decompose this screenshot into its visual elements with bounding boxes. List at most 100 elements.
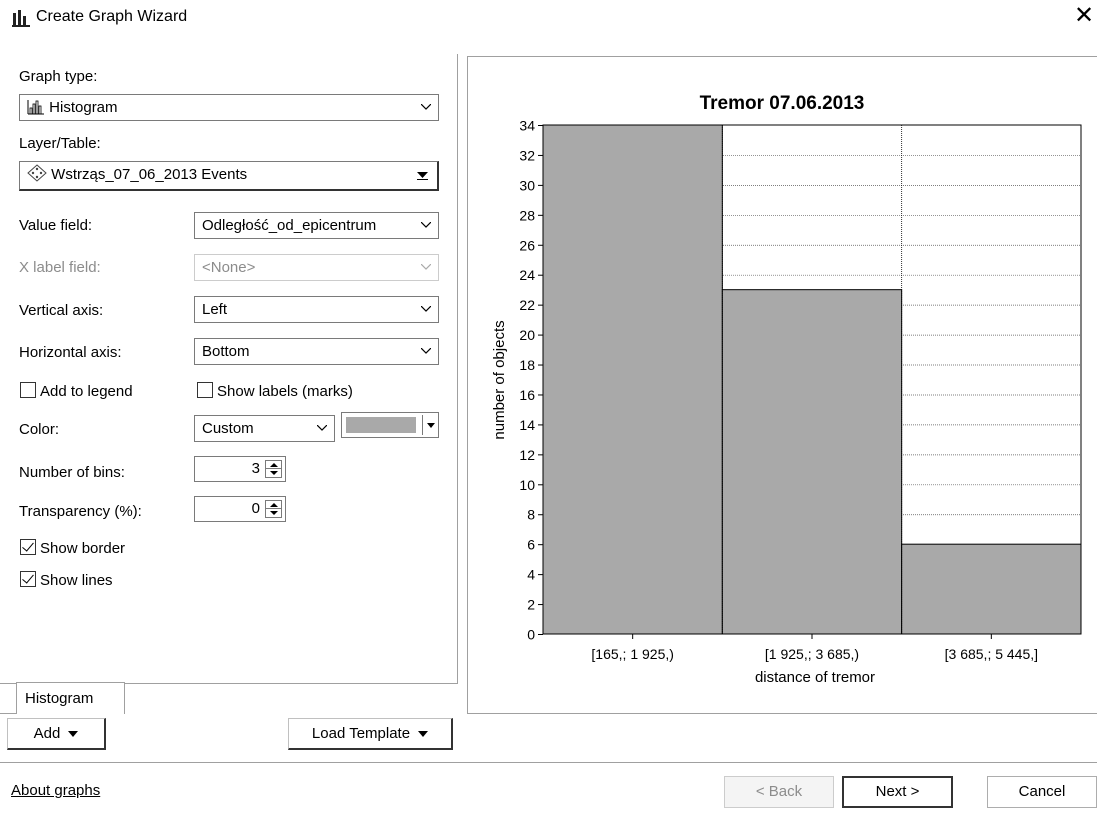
histogram-icon	[27, 100, 44, 115]
x-label-field-value: <None>	[202, 259, 256, 276]
add-button-label: Add	[33, 725, 61, 742]
y-tick-label: 24	[519, 267, 535, 283]
caret-down-icon	[418, 731, 429, 738]
bins-spin-buttons[interactable]	[265, 460, 282, 478]
x-tick-label: [165,; 1 925,)	[591, 646, 674, 662]
transparency-label: Transparency (%):	[19, 503, 142, 520]
histogram-chart: Tremor 07.06.2013 0246810121416182022242…	[491, 93, 1082, 686]
about-graphs-link[interactable]: About graphs	[11, 782, 101, 799]
bins-value: 3	[251, 460, 260, 477]
back-button[interactable]: < Back	[724, 776, 834, 808]
y-tick-label: 4	[527, 567, 535, 583]
show-labels-box[interactable]	[197, 382, 213, 398]
y-tick-label: 30	[519, 177, 535, 193]
value-field-label: Value field:	[19, 217, 93, 234]
y-tick-label: 2	[527, 597, 535, 613]
caret-down-icon	[417, 172, 428, 180]
color-mode-value: Custom	[202, 420, 254, 437]
transparency-spin-buttons[interactable]	[265, 500, 282, 518]
x-axis-label: distance of tremor	[755, 669, 875, 686]
caret-down-icon	[427, 423, 435, 428]
point-layer-icon	[27, 164, 47, 182]
show-lines-label: Show lines	[40, 572, 113, 589]
show-labels-label: Show labels (marks)	[217, 383, 353, 400]
y-tick-label: 20	[519, 327, 535, 343]
spin-down-icon[interactable]	[266, 509, 281, 517]
graph-type-label: Graph type:	[19, 68, 98, 85]
tab-histogram[interactable]: Histogram	[16, 682, 125, 714]
transparency-value: 0	[251, 500, 260, 517]
y-tick-label: 26	[519, 237, 535, 253]
show-lines-box[interactable]	[20, 571, 36, 587]
add-to-legend-checkbox[interactable]: Add to legend	[20, 382, 133, 400]
color-swatch	[346, 417, 416, 433]
graph-wizard-icon	[12, 10, 30, 27]
title-bar: Create Graph Wizard ✕	[0, 0, 1097, 38]
load-template-label: Load Template	[311, 725, 411, 742]
show-lines-checkbox[interactable]: Show lines	[20, 571, 113, 589]
horizontal-axis-label: Horizontal axis:	[19, 344, 122, 361]
x-tick-label: [1 925,; 3 685,)	[765, 646, 859, 662]
layer-table-label: Layer/Table:	[19, 135, 101, 152]
vertical-axis-select[interactable]: Left	[194, 296, 439, 323]
horizontal-axis-select[interactable]: Bottom	[194, 338, 439, 365]
footer-separator	[0, 762, 1097, 763]
x-label-field-select: <None>	[194, 254, 439, 281]
close-icon[interactable]: ✕	[1074, 2, 1095, 29]
y-tick-label: 0	[527, 627, 535, 643]
value-field-select[interactable]: Odległość_od_epicentrum	[194, 212, 439, 239]
load-template-button[interactable]: Load Template	[288, 718, 453, 750]
y-tick-label: 16	[519, 387, 535, 403]
show-border-checkbox[interactable]: Show border	[20, 539, 125, 557]
color-picker[interactable]	[341, 412, 439, 438]
show-border-label: Show border	[40, 540, 126, 557]
histogram-bar	[542, 124, 723, 635]
y-tick-label: 28	[519, 207, 535, 223]
next-button[interactable]: Next >	[842, 776, 953, 808]
chevron-down-icon	[421, 306, 431, 312]
spin-down-icon[interactable]	[266, 469, 281, 477]
chevron-down-icon	[421, 264, 431, 270]
layer-table-value: Wstrząs_07_06_2013 Events	[51, 166, 248, 183]
y-tick-label: 14	[519, 417, 535, 433]
show-labels-checkbox[interactable]: Show labels (marks)	[197, 382, 353, 400]
graph-type-select[interactable]: Histogram	[19, 94, 439, 121]
chevron-down-icon	[317, 425, 327, 431]
y-tick-label: 18	[519, 357, 535, 373]
tab-baseline	[0, 713, 16, 714]
chart-preview: Tremor 07.06.2013 0 2 4 6 8 10 12 14 16 18 20 22 24 2…	[467, 56, 1097, 714]
color-mode-select[interactable]: Custom	[194, 415, 335, 442]
add-to-legend-label: Add to legend	[40, 383, 133, 400]
layer-table-select[interactable]: Wstrząs_07_06_2013 Events	[19, 161, 439, 191]
y-tick-label: 22	[519, 297, 535, 313]
y-tick-label: 6	[527, 537, 535, 553]
graph-type-value: Histogram	[49, 99, 118, 116]
add-button[interactable]: Add	[7, 718, 106, 750]
chevron-down-icon	[421, 222, 431, 228]
y-tick-label: 34	[519, 118, 535, 134]
settings-panel	[0, 54, 458, 684]
chevron-down-icon	[421, 348, 431, 354]
y-tick-label: 12	[519, 447, 535, 463]
value-field-value: Odległość_od_epicentrum	[202, 217, 377, 234]
chart-title: Tremor 07.06.2013	[700, 93, 865, 114]
window-title: Create Graph Wizard	[36, 8, 188, 25]
x-label-field-label: X label field:	[19, 259, 101, 276]
spin-up-icon[interactable]	[266, 461, 281, 469]
y-tick-label: 32	[519, 147, 535, 163]
spin-up-icon[interactable]	[266, 501, 281, 509]
add-to-legend-box[interactable]	[20, 382, 36, 398]
y-tick-label: 10	[519, 477, 535, 493]
y-tick-label: 8	[527, 507, 535, 523]
cancel-button[interactable]: Cancel	[987, 776, 1097, 808]
chevron-down-icon	[421, 104, 431, 110]
histogram-bar	[901, 543, 1082, 635]
bins-spinner[interactable]: 3	[194, 456, 286, 482]
tab-histogram-label: Histogram	[25, 690, 94, 707]
x-tick-label: [3 685,; 5 445,]	[945, 646, 1038, 662]
caret-down-icon	[68, 731, 79, 738]
transparency-spinner[interactable]: 0	[194, 496, 286, 522]
vertical-axis-value: Left	[202, 301, 228, 318]
show-border-box[interactable]	[20, 539, 36, 555]
